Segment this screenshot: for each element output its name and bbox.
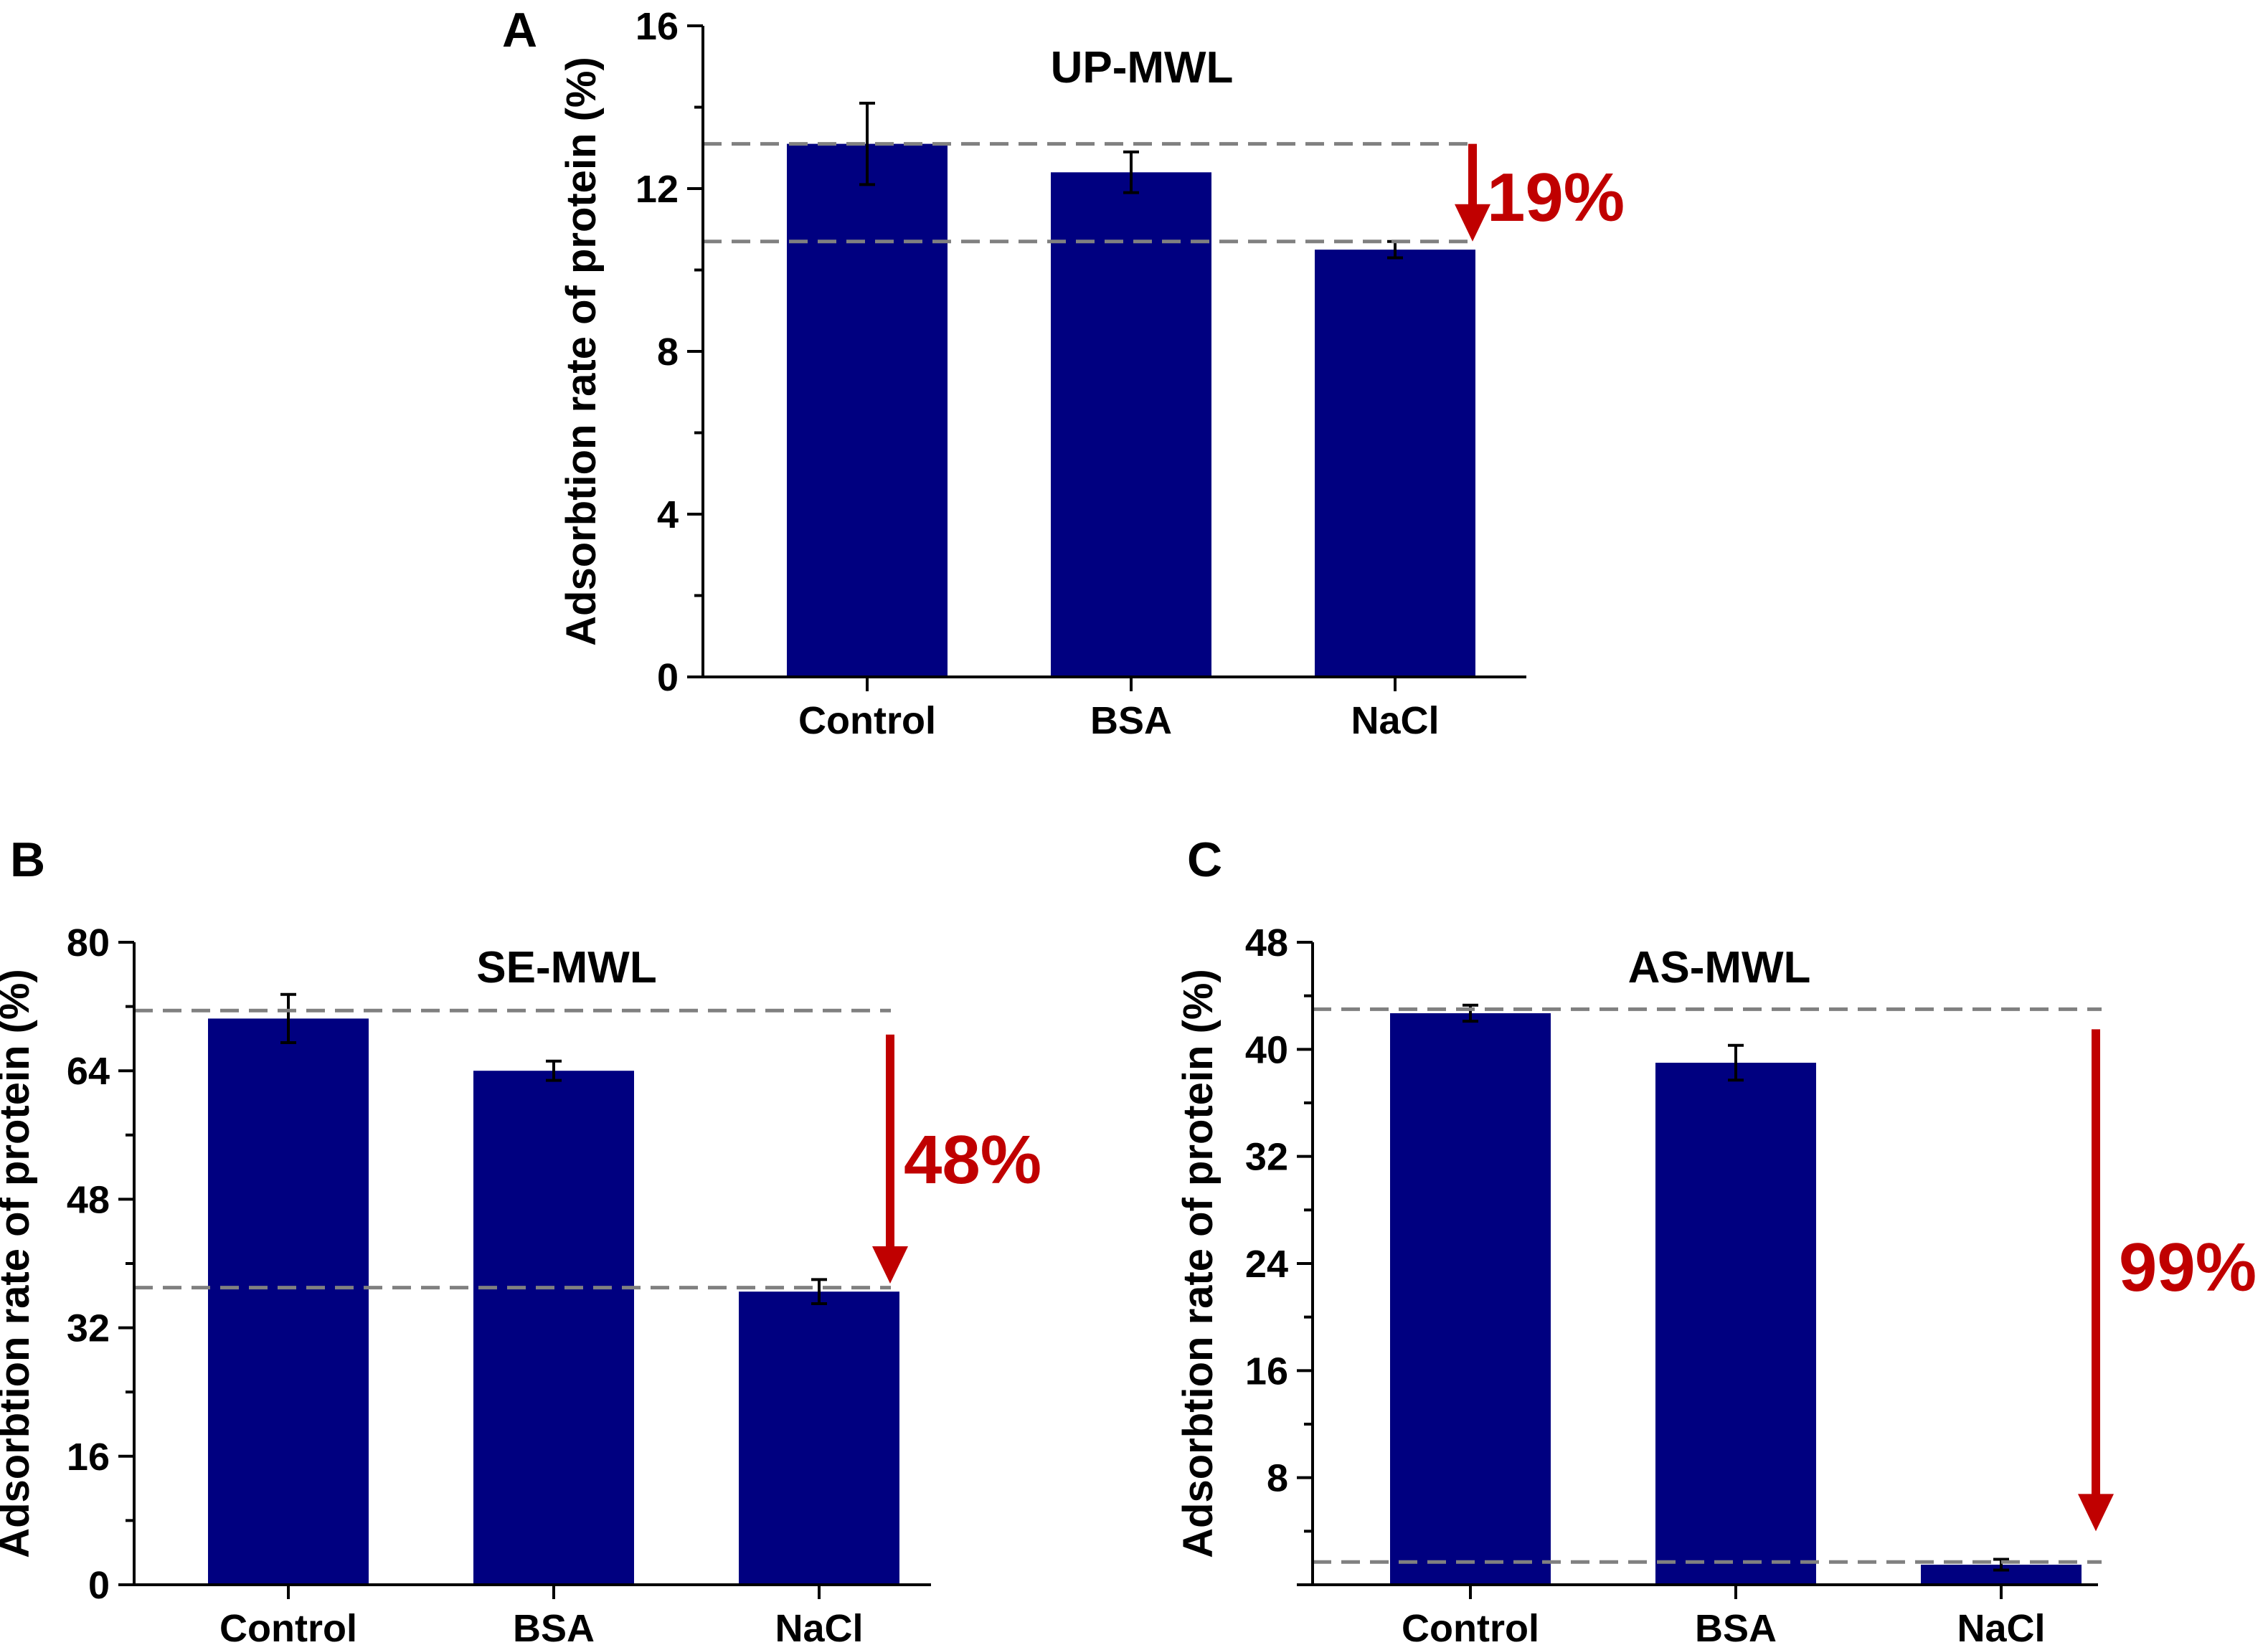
x-tick-label-control: Control [219,1607,357,1645]
panel-c-chart: 8 16 24 32 40 48 Control BSA NaCl AS-MWL C Adsorbti… [1175,833,2257,1645]
decrease-percent-label: 48% [904,1122,1041,1198]
x-tick-label-bsa: BSA [1695,1607,1777,1645]
y-axis-label: Adsorbtion rate of protein (%) [558,57,605,646]
bar-control [1390,1013,1551,1585]
y-tick-label: 80 [67,921,110,964]
y-tick-label: 24 [1245,1243,1288,1286]
x-tick-label-control: Control [1402,1607,1539,1645]
bar-control [787,143,948,677]
panel-b-chart: 0 16 32 48 64 80 Control BSA NaCl SE-MWL B Adsorbti… [0,833,1041,1645]
y-tick-label: 32 [67,1307,110,1350]
decrease-percent-label: 99% [2119,1229,2257,1306]
panel-letter: A [502,3,537,57]
decrease-arrow-head [872,1246,908,1284]
chart-title: UP-MWL [1051,43,1234,93]
y-tick-label: 8 [1267,1457,1288,1500]
y-tick-label: 16 [635,5,679,48]
bar-nacl [1315,250,1475,677]
y-tick-label: 8 [657,331,679,374]
panel-a-chart: 0 4 8 12 16 Control BSA NaCl UP-MWL A Adsorbtion r… [502,3,1625,742]
y-tick-label: 12 [635,168,679,211]
decrease-arrow-head [1455,204,1490,242]
x-tick-label-nacl: NaCl [1351,699,1439,742]
y-tick-label: 0 [88,1564,110,1607]
x-tick-label-nacl: NaCl [775,1607,863,1645]
bar-bsa [1051,172,1211,678]
y-tick-label: 64 [67,1050,110,1093]
panel-letter: C [1187,833,1222,887]
x-tick-label-nacl: NaCl [1957,1607,2045,1645]
y-axis-label: Adsorbtion rate of protein (%) [0,969,38,1558]
bar-bsa [473,1071,634,1585]
x-tick-label-control: Control [798,699,936,742]
bar-bsa [1655,1063,1816,1585]
chart-title: SE-MWL [476,943,656,992]
decrease-arrow-head [2078,1494,2114,1532]
y-tick-label: 16 [1245,1350,1288,1393]
bar-control [208,1018,369,1585]
y-tick-label: 40 [1245,1028,1288,1071]
panel-letter: B [10,833,45,887]
chart-title: AS-MWL [1628,943,1811,992]
x-tick-label-bsa: BSA [1090,699,1172,742]
y-tick-label: 48 [1245,921,1288,964]
bar-nacl [739,1291,899,1585]
y-tick-label: 32 [1245,1136,1288,1179]
x-tick-label-bsa: BSA [513,1607,595,1645]
decrease-percent-label: 19% [1487,159,1625,236]
y-tick-label: 0 [657,656,679,699]
y-tick-label: 48 [67,1178,110,1221]
y-tick-label: 16 [67,1436,110,1479]
y-axis-label: Adsorbtion rate of protein (%) [1175,969,1222,1558]
y-tick-label: 4 [657,493,679,536]
